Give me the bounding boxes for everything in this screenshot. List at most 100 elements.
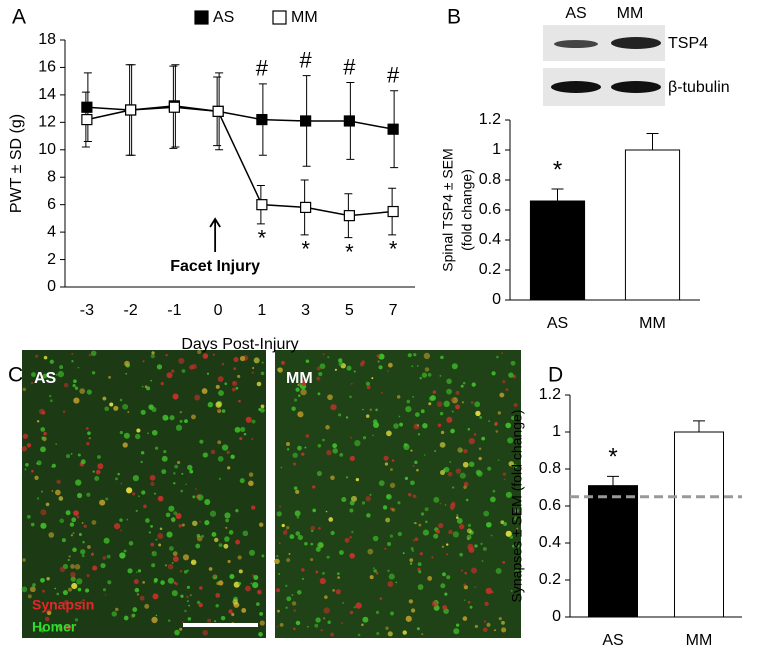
texture-dot <box>174 629 180 636</box>
texture-dot <box>105 497 109 501</box>
marker <box>81 101 93 113</box>
texture-dot <box>173 581 177 585</box>
texture-dot <box>436 529 440 534</box>
texture-dot <box>215 593 221 598</box>
texture-dot <box>275 588 280 593</box>
texture-dot <box>499 392 505 398</box>
texture-dot <box>88 353 92 357</box>
texture-dot <box>97 455 101 459</box>
texture-dot <box>330 404 337 411</box>
texture-dot <box>31 469 34 473</box>
texture-dot <box>94 476 100 482</box>
texture-dot <box>385 626 389 630</box>
y-tick-label: 4 <box>47 223 56 240</box>
texture-dot <box>135 571 138 574</box>
texture-dot <box>438 522 444 529</box>
texture-dot <box>77 366 80 369</box>
texture-dot <box>63 382 69 388</box>
texture-dot <box>349 436 353 439</box>
texture-dot <box>113 405 119 411</box>
x-tick-label: AS <box>547 315 568 332</box>
texture-dot <box>443 400 450 407</box>
texture-dot <box>473 433 477 436</box>
texture-dot <box>459 449 463 453</box>
texture-dot <box>151 551 157 557</box>
marker <box>343 115 355 127</box>
texture-dot <box>501 620 505 625</box>
texture-dot <box>251 438 254 440</box>
texture-dot <box>202 353 209 359</box>
texture-dot <box>439 441 446 448</box>
texture-dot <box>465 498 469 502</box>
texture-dot <box>237 555 242 560</box>
texture-dot <box>122 403 129 410</box>
texture-dot <box>217 455 224 462</box>
texture-dot <box>497 459 500 462</box>
texture-dot <box>195 543 201 549</box>
texture-dot <box>292 462 297 466</box>
texture-dot <box>76 515 80 519</box>
texture-dot <box>155 538 158 541</box>
texture-dot <box>514 508 519 513</box>
y-tick-label: 0.2 <box>479 261 501 278</box>
texture-dot <box>459 472 466 479</box>
marker <box>300 115 312 127</box>
texture-dot <box>481 436 486 441</box>
texture-dot <box>300 380 307 386</box>
texture-dot <box>408 599 414 604</box>
texture-dot <box>192 495 196 499</box>
texture-dot <box>147 432 149 435</box>
y-tick-label: 0.4 <box>539 534 561 551</box>
texture-dot <box>296 590 302 595</box>
texture-dot <box>136 428 141 433</box>
x-tick-label: -1 <box>167 302 181 319</box>
texture-dot <box>446 388 452 395</box>
texture-dot <box>483 620 487 623</box>
texture-dot <box>40 490 43 493</box>
texture-dot <box>135 433 141 440</box>
texture-dot <box>439 502 442 505</box>
texture-dot <box>54 587 57 590</box>
texture-dot <box>461 401 465 404</box>
texture-dot <box>512 544 515 548</box>
texture-dot <box>463 583 467 587</box>
texture-dot <box>74 386 79 390</box>
texture-dot <box>481 560 484 563</box>
texture-dot <box>70 534 74 537</box>
texture-dot <box>100 562 106 569</box>
texture-dot <box>119 430 124 435</box>
texture-dot <box>386 494 391 499</box>
texture-dot <box>391 459 395 462</box>
texture-dot <box>412 539 415 542</box>
texture-dot <box>218 390 224 397</box>
texture-dot <box>349 535 352 539</box>
texture-dot <box>293 486 298 490</box>
y-axis-label: Synapses ± SEM (fold change) <box>509 410 525 603</box>
texture-dot <box>440 430 445 435</box>
micrographs <box>21 349 521 638</box>
texture-dot <box>251 419 256 424</box>
texture-dot <box>220 615 226 621</box>
bar <box>673 431 725 618</box>
texture-dot <box>375 610 380 615</box>
texture-dot <box>493 629 497 632</box>
texture-dot <box>514 569 520 574</box>
texture-dot <box>191 363 197 370</box>
texture-dot <box>173 472 176 475</box>
texture-dot <box>31 372 36 377</box>
texture-dot <box>225 526 228 529</box>
texture-dot <box>166 372 173 379</box>
texture-dot <box>353 606 356 609</box>
texture-dot <box>513 516 518 521</box>
texture-dot <box>451 486 455 489</box>
texture-dot <box>99 499 106 506</box>
texture-dot <box>67 587 72 592</box>
texture-dot <box>455 404 461 410</box>
texture-dot <box>212 574 216 578</box>
texture-dot <box>80 459 86 465</box>
texture-dot <box>150 481 155 487</box>
texture-dot <box>229 573 235 580</box>
texture-dot <box>492 489 496 493</box>
x-axis-label: Days Post-Injury <box>181 336 298 353</box>
texture-dot <box>88 437 91 440</box>
